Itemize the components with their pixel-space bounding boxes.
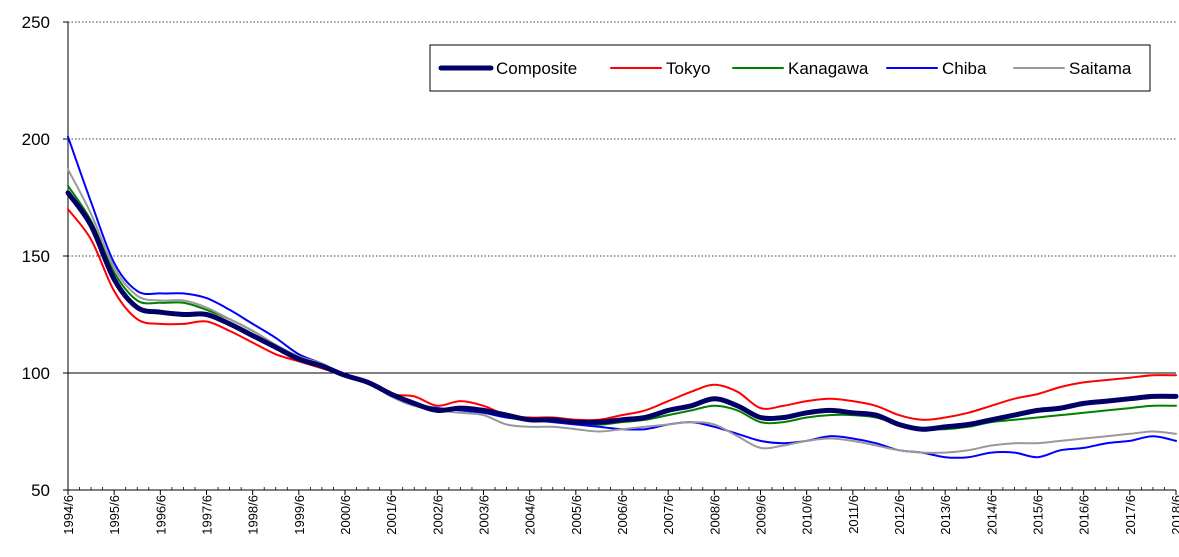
y-tick-label: 150 — [22, 247, 50, 266]
x-axis-ticks: 1994/6 1995/6 1996/6 1997/6 1998/6 1999/6 2000… — [61, 487, 1179, 535]
x-tick-label: 2015/6 — [1031, 495, 1046, 535]
series-line-saitama — [67, 168, 1177, 454]
x-tick-label: 1998/6 — [246, 495, 261, 535]
series-lines — [65, 135, 1179, 459]
x-tick-label: 2009/6 — [754, 495, 769, 535]
x-tick-label: 1997/6 — [200, 495, 215, 535]
y-tick-label: 50 — [31, 481, 50, 500]
x-tick-label: 2014/6 — [984, 495, 999, 535]
y-tick-label: 100 — [22, 364, 50, 383]
x-tick-label: 2000/6 — [338, 495, 353, 535]
y-tick-label: 200 — [22, 130, 50, 149]
series-line-composite — [65, 190, 1179, 432]
x-tick-label: 2016/6 — [1077, 495, 1092, 535]
legend-label-composite: Composite — [496, 59, 577, 78]
series-line-kanagawa — [67, 184, 1177, 431]
legend-label-tokyo: Tokyo — [666, 59, 710, 78]
legend-label-chiba: Chiba — [942, 59, 987, 78]
x-tick-label: 2007/6 — [661, 495, 676, 535]
x-tick-label: 1999/6 — [292, 495, 307, 535]
x-tick-label: 2008/6 — [707, 495, 722, 535]
x-tick-label: 2002/6 — [430, 495, 445, 535]
x-tick-label: 2018/6 — [1169, 495, 1179, 535]
x-tick-label: 1995/6 — [107, 495, 122, 535]
y-axis-ticks: 50 100 150 200 250 — [22, 13, 68, 500]
y-tick-label: 250 — [22, 13, 50, 32]
x-tick-label: 2005/6 — [569, 495, 584, 535]
x-tick-label: 1994/6 — [61, 495, 76, 535]
x-tick-label: 2012/6 — [892, 495, 907, 535]
x-tick-label: 2003/6 — [477, 495, 492, 535]
x-tick-label: 2013/6 — [938, 495, 953, 535]
x-tick-label: 2017/6 — [1123, 495, 1138, 535]
gridlines — [68, 21, 1176, 374]
legend-label-saitama: Saitama — [1069, 59, 1132, 78]
x-tick-label: 1996/6 — [153, 495, 168, 535]
legend: Composite Tokyo Kanagawa Chiba Saitama — [429, 44, 1151, 92]
series-line-chiba — [67, 135, 1177, 459]
x-tick-label: 2011/6 — [846, 495, 861, 534]
x-tick-label: 2006/6 — [615, 495, 630, 535]
legend-label-kanagawa: Kanagawa — [788, 59, 869, 78]
x-tick-label: 2001/6 — [384, 495, 399, 535]
x-tick-label: 2010/6 — [800, 495, 815, 535]
x-tick-label: 2004/6 — [523, 495, 538, 535]
series-line-tokyo — [67, 208, 1177, 422]
